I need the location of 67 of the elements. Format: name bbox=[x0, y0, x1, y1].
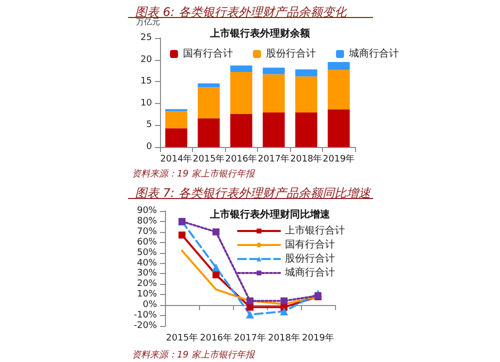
bar bbox=[230, 114, 252, 147]
text: 资料来源：19 家上市银行年报 bbox=[132, 168, 256, 180]
y-tick-label: 20% bbox=[136, 279, 158, 290]
bar bbox=[230, 72, 252, 114]
bar bbox=[328, 70, 350, 110]
y-tick-label: 40% bbox=[136, 258, 158, 268]
bar bbox=[198, 83, 220, 88]
point bbox=[246, 310, 254, 318]
bar bbox=[198, 118, 220, 147]
y-tick-label: 80% bbox=[136, 216, 158, 226]
y-tick-label: 10 bbox=[140, 98, 152, 108]
y-axis-title: 万亿元 bbox=[136, 18, 160, 26]
chart-subtitle: 上市银行表外理财同比增速 bbox=[209, 208, 331, 220]
chart-title: 图表 7: 各类银行表外理财产品余额同比增速 bbox=[135, 186, 372, 200]
y-tick-label: 90% bbox=[136, 206, 158, 216]
y-tick-label: 0 bbox=[146, 142, 152, 152]
bar bbox=[165, 128, 188, 147]
x-tick-label: 2018年 bbox=[268, 332, 300, 344]
y-tick-label: 50% bbox=[136, 248, 158, 258]
y-tick-label: -10% bbox=[134, 310, 158, 321]
x-tick-label: 2014年 bbox=[160, 154, 192, 164]
legend-label: 国有行合计 bbox=[183, 48, 233, 60]
bar bbox=[295, 76, 318, 113]
y-tick-label: 25 bbox=[140, 33, 152, 43]
chart-subtitle: 上市银行表外理财余额 bbox=[209, 28, 311, 40]
x-tick-label: 2017年 bbox=[258, 154, 290, 164]
bar bbox=[328, 110, 350, 147]
bar bbox=[262, 68, 285, 74]
y-tick-label: -20% bbox=[134, 321, 158, 331]
bar bbox=[262, 112, 285, 147]
bar bbox=[295, 112, 318, 147]
bar bbox=[295, 69, 318, 76]
text: 资料来源：19 家上市银行年报 bbox=[132, 350, 256, 360]
x-tick-label: 2017年 bbox=[234, 332, 266, 344]
point bbox=[280, 297, 288, 304]
point bbox=[212, 228, 220, 236]
bar bbox=[230, 65, 252, 72]
legend-label: 上市银行合计 bbox=[285, 224, 345, 236]
y-tick-label: 20 bbox=[140, 54, 152, 65]
point bbox=[246, 297, 254, 304]
legend-label: 城商行合计 bbox=[348, 48, 399, 60]
y-tick-label: 5 bbox=[146, 120, 152, 130]
x-tick-label: 2015年 bbox=[192, 154, 225, 164]
x-tick-label: 2015年 bbox=[166, 332, 198, 344]
point bbox=[212, 271, 220, 278]
legend-label: 股份行合计 bbox=[266, 48, 316, 60]
x-tick-label: 2016年 bbox=[225, 154, 258, 164]
bar bbox=[262, 74, 285, 113]
y-tick-label: 15 bbox=[140, 76, 152, 87]
bar bbox=[328, 62, 350, 70]
y-tick-label: 30% bbox=[136, 268, 158, 279]
x-tick-label: 2016年 bbox=[200, 332, 232, 344]
x-tick-label: 2019年 bbox=[322, 154, 355, 164]
legend-label: 股份行合计 bbox=[285, 252, 335, 264]
bar bbox=[198, 87, 220, 118]
point bbox=[178, 232, 186, 239]
legend-label: 城商行合计 bbox=[284, 266, 335, 278]
legend-label: 国有行合计 bbox=[285, 238, 335, 250]
y-tick-label: 70% bbox=[136, 226, 158, 237]
y-tick-label: 0% bbox=[142, 300, 158, 310]
y-tick-label: 10% bbox=[136, 290, 158, 300]
point bbox=[280, 307, 288, 316]
bar bbox=[165, 111, 188, 128]
x-tick-label: 2018年 bbox=[290, 154, 322, 164]
x-tick-label: 2019年 bbox=[302, 332, 334, 344]
y-tick-label: 60% bbox=[136, 237, 158, 248]
point bbox=[212, 263, 220, 272]
